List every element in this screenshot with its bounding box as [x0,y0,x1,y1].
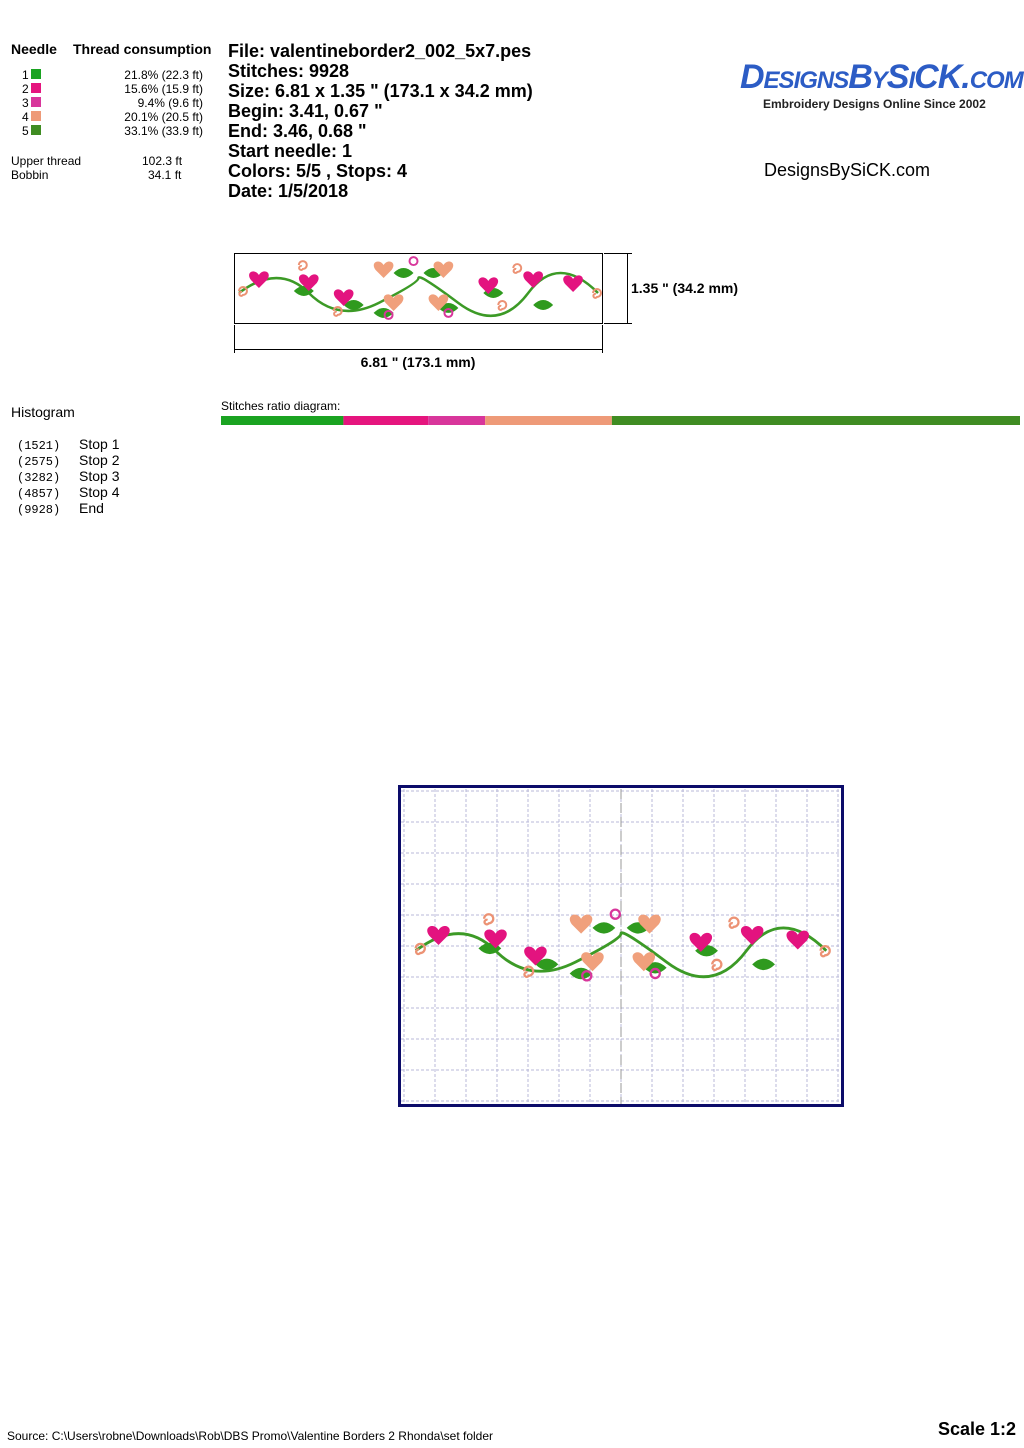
logo-tagline: Embroidery Designs Online Since 2002 [763,97,986,111]
needle-swatch [31,69,41,79]
stop-name: Stop 1 [79,436,120,452]
preview-design [239,257,601,319]
histogram-list: (1521) Stop 1 (2575) Stop 2 (3282) Stop 3 (485… [17,436,120,517]
info-line: File: valentineborder2_002_5x7.pes [228,41,532,61]
stop-count: (4857) [17,487,60,501]
info-line: Start needle: 1 [228,141,353,161]
needle-number: 5 [22,124,29,138]
stop-count: (9928) [17,503,60,517]
needle-consumption: 21.8% (22.3 ft) [124,68,203,82]
ratio-segment [611,416,1020,425]
stop-name: Stop 3 [79,468,120,484]
needle-swatch [31,83,41,93]
info-block: File: valentineborder2_002_5x7.pes Stitch… [228,41,533,201]
bobbin: 34.1 ft [148,168,182,182]
scale: Scale 1:2 [938,1419,1016,1439]
ratio-segment [428,416,486,425]
width-label: 6.81 " (173.1 mm) [361,354,476,370]
info-line: Size: 6.81 x 1.35 " (173.1 x 34.2 mm) [228,81,533,101]
needle-consumption: 33.1% (33.9 ft) [124,124,203,138]
needle-number: 3 [22,96,29,110]
stop-count: (2575) [17,455,60,469]
info-line: Stitches: 9928 [228,61,350,81]
needle-number: 2 [22,82,29,96]
needle-number: 1 [22,68,29,82]
hoop [401,789,841,1104]
stop-name: End [79,500,104,516]
upper-thread-label: Upper thread [11,154,82,168]
ratio-segment [221,416,344,425]
stop-name: Stop 2 [79,452,120,468]
info-line: Colors: 5/5 , Stops: 4 [228,161,408,181]
needle-swatch [31,125,41,135]
info-line: End: 3.46, 0.68 " [228,121,367,141]
ratio-segment [485,416,612,425]
bobbin-label: Bobbin [11,168,49,182]
ratio-segment [343,416,429,425]
info-line: Date: 1/5/2018 [228,181,349,201]
stop-count: (3282) [17,471,60,485]
upper-thread: 102.3 ft [142,154,183,168]
stop-count: (1521) [17,439,60,453]
source: Source: C:\Users\robne\Downloads\Rob\DBS… [7,1429,493,1443]
height-label: 1.35 " (34.2 mm) [631,280,738,296]
needle-consumption: 9.4% (9.6 ft) [137,96,203,110]
ratio-bar [221,416,1020,425]
site: DesignsBySiCK.com [764,160,931,180]
logo: DesignsBySiCK.com [740,58,1024,96]
ratio-title: Stitches ratio diagram: [221,399,340,413]
stop-name: Stop 4 [79,484,120,500]
needle-number: 4 [22,110,29,124]
info-line: Begin: 3.41, 0.67 " [228,101,383,121]
histogram-title: Histogram [11,404,75,420]
consumption-header: Thread consumption [73,41,212,57]
needle-consumption: 20.1% (20.5 ft) [124,110,203,124]
hoop-design [416,910,830,981]
needle-consumption: 15.6% (15.9 ft) [124,82,203,96]
hoop-frame [398,785,844,1107]
needle-swatch [31,97,41,107]
needle-swatch [31,111,41,121]
needle-header: Needle [11,41,57,57]
preview-frame [234,253,603,324]
